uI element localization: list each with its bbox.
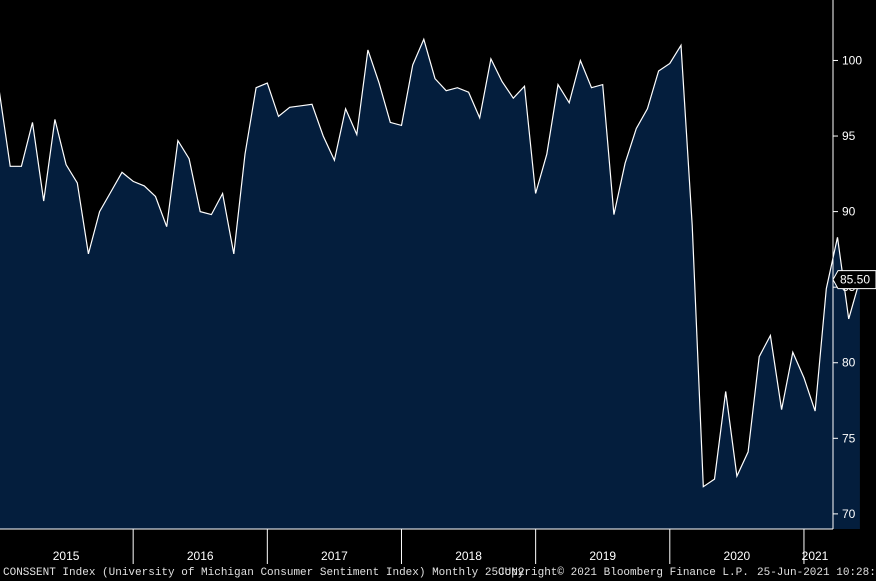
y-tick-label: 90	[842, 205, 856, 219]
x-year-label: 2015	[53, 549, 80, 563]
y-tick-label: 70	[842, 507, 856, 521]
last-value-text: 85.50	[840, 273, 870, 287]
footer-index-description: CONSSENT Index (University of Michigan C…	[3, 567, 525, 579]
footer-bar: CONSSENT Index (University of Michigan C…	[0, 564, 876, 581]
x-year-label: 2020	[724, 549, 751, 563]
consumer-sentiment-chart: 70758085909510085.5020152016201720182019…	[0, 0, 876, 564]
y-tick-label: 100	[842, 53, 862, 67]
footer-copyright: Copyright© 2021 Bloomberg Finance L.P.	[498, 567, 749, 579]
last-value-label: 85.50	[832, 270, 876, 290]
x-year-label: 2021	[802, 549, 829, 563]
y-tick-label: 80	[842, 356, 856, 370]
area-fill	[0, 39, 860, 529]
x-year-label: 2017	[321, 549, 348, 563]
x-year-label: 2016	[187, 549, 214, 563]
x-year-label: 2019	[589, 549, 616, 563]
axes: 70758085909510085.5020152016201720182019…	[0, 0, 876, 564]
footer-timestamp: 25-Jun-2021 10:28:10	[757, 567, 876, 579]
x-year-label: 2018	[455, 549, 482, 563]
plot-area	[0, 37, 861, 529]
y-tick-label: 75	[842, 431, 856, 445]
series-line	[0, 37, 861, 488]
y-tick-label: 95	[842, 129, 856, 143]
